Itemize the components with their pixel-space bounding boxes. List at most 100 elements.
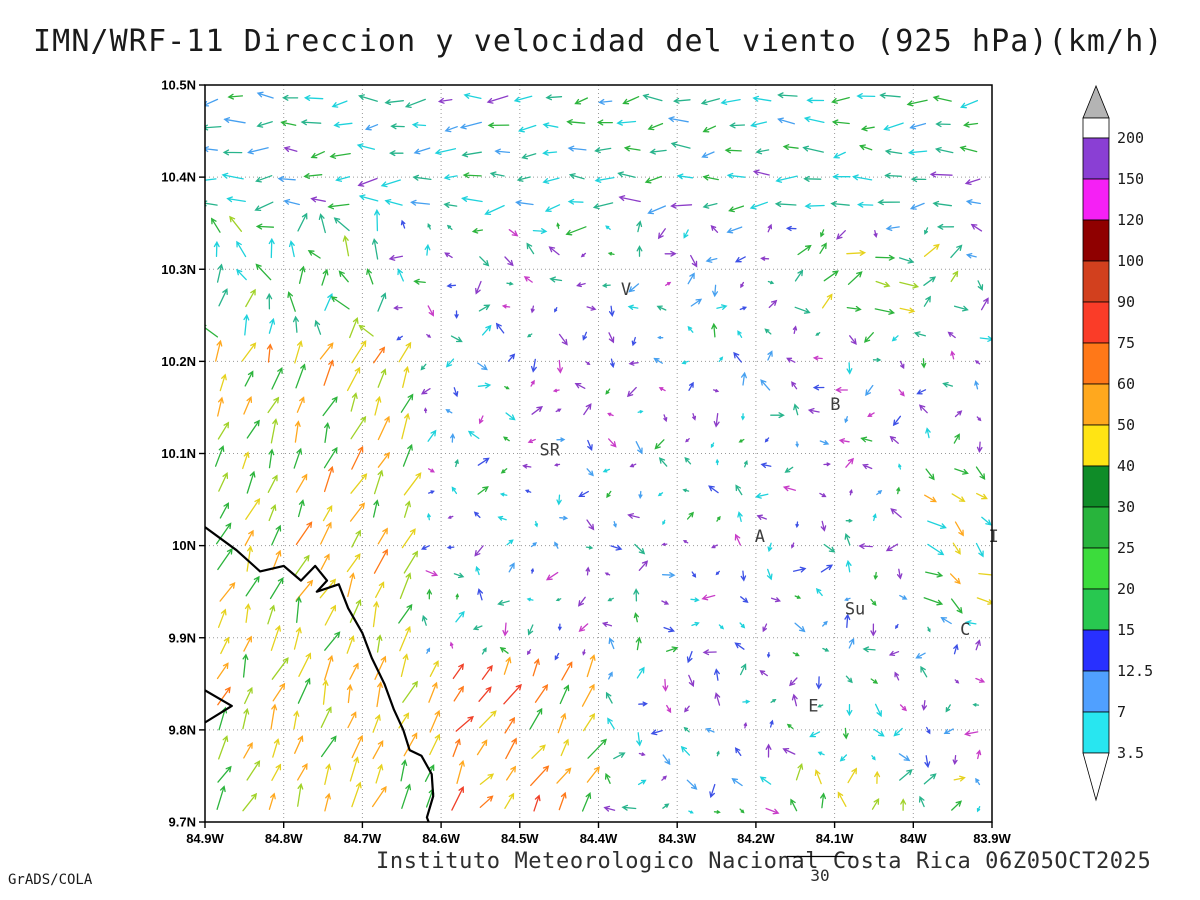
wind-arrow xyxy=(975,677,986,683)
wind-arrow xyxy=(980,297,989,311)
wind-arrow xyxy=(349,662,359,680)
wind-arrow xyxy=(413,147,431,155)
colorbar-band xyxy=(1082,670,1110,713)
wind-arrow xyxy=(400,393,414,413)
wind-arrow xyxy=(372,714,381,733)
wind-arrow xyxy=(268,317,276,334)
wind-arrow xyxy=(557,623,562,631)
wind-arrow xyxy=(506,765,517,781)
wind-arrow xyxy=(255,223,275,230)
wind-arrow xyxy=(294,554,310,576)
wind-arrow xyxy=(449,641,454,649)
lon-tick-label: 84.3W xyxy=(658,831,696,846)
wind-arrow xyxy=(217,547,233,571)
wind-arrow xyxy=(477,486,489,495)
wind-arrow xyxy=(553,463,561,467)
wind-arrow xyxy=(479,256,490,267)
wind-arrow xyxy=(606,490,612,499)
wind-arrow xyxy=(950,598,963,614)
wind-arrow xyxy=(616,119,637,126)
wind-arrow xyxy=(594,176,615,183)
wind-arrow xyxy=(300,119,322,126)
wind-arrow xyxy=(932,200,953,207)
wind-arrow xyxy=(270,624,281,651)
wind-arrow xyxy=(686,650,693,664)
wind-arrow xyxy=(503,656,512,675)
station-label: V xyxy=(621,280,631,300)
grads-credit: GrADS/COLA xyxy=(8,872,93,888)
colorbar-band xyxy=(1082,117,1110,139)
wind-arrow xyxy=(601,621,613,627)
wind-arrow xyxy=(871,755,876,761)
wind-arrow xyxy=(349,756,360,782)
wind-arrow xyxy=(899,769,913,781)
wind-arrow xyxy=(294,735,304,754)
lon-tick-label: 83.9W xyxy=(973,831,1011,846)
wind-arrow xyxy=(586,468,594,477)
wind-arrow xyxy=(820,564,834,573)
wind-arrow xyxy=(686,511,694,520)
wind-arrow xyxy=(549,276,563,283)
wind-arrow xyxy=(467,430,480,440)
wind-arrow xyxy=(530,765,550,787)
wind-arrow xyxy=(950,244,963,259)
wind-arrow xyxy=(420,388,431,395)
wind-arrow xyxy=(927,626,931,633)
wind-arrow xyxy=(877,199,901,206)
wind-arrow xyxy=(718,624,725,630)
wind-arrow xyxy=(918,795,925,808)
wind-arrow xyxy=(873,728,885,737)
lon-tick-label: 84.6W xyxy=(422,831,460,846)
wind-arrow xyxy=(786,357,796,363)
wind-arrow xyxy=(452,663,464,680)
wind-arrow xyxy=(665,281,672,286)
wind-arrow xyxy=(402,365,410,388)
colorbar-label: 3.5 xyxy=(1117,744,1144,762)
wind-arrow xyxy=(205,146,218,153)
wind-arrow xyxy=(565,226,587,236)
wind-arrow xyxy=(945,704,951,713)
wind-arrow xyxy=(777,92,798,99)
wind-arrow xyxy=(952,755,958,766)
wind-arrow xyxy=(870,678,879,684)
wind-arrow xyxy=(489,171,505,178)
wind-arrow xyxy=(587,738,607,759)
wind-arrow xyxy=(769,719,774,728)
wind-arrow xyxy=(806,97,825,104)
wind-arrow xyxy=(477,382,492,389)
wind-arrow xyxy=(400,759,408,782)
wind-arrow xyxy=(532,658,540,677)
wind-arrow xyxy=(936,223,955,230)
wind-arrow xyxy=(428,490,435,494)
wind-arrow xyxy=(217,765,232,783)
lon-tick-label: 84.9W xyxy=(186,831,224,846)
wind-arrow xyxy=(531,405,544,415)
wind-arrow xyxy=(561,661,573,681)
wind-arrow xyxy=(475,280,482,295)
wind-arrow xyxy=(740,371,747,386)
wind-arrow xyxy=(809,731,821,738)
wind-arrow xyxy=(507,353,516,362)
lat-tick-label: 10.5N xyxy=(161,78,196,93)
wind-arrow xyxy=(282,94,299,101)
wind-arrow xyxy=(713,668,720,681)
wind-arrow xyxy=(283,146,298,153)
wind-arrow xyxy=(906,99,928,107)
wind-arrow xyxy=(412,174,432,181)
wind-arrow xyxy=(451,486,458,495)
wind-arrow xyxy=(455,715,474,732)
wind-arrow xyxy=(708,485,719,494)
wind-arrow xyxy=(975,542,984,558)
wind-arrow xyxy=(970,223,983,232)
wind-arrow xyxy=(608,332,615,344)
wind-arrow xyxy=(713,810,721,814)
wind-arrow xyxy=(872,513,877,522)
wind-arrow xyxy=(794,269,804,282)
wind-arrow xyxy=(346,366,361,392)
colorbar-label: 100 xyxy=(1117,252,1144,270)
wind-arrow xyxy=(613,521,617,528)
wind-arrow xyxy=(875,254,896,261)
wind-arrow xyxy=(268,448,275,469)
wind-arrow xyxy=(566,119,586,126)
wind-arrow xyxy=(981,516,992,526)
